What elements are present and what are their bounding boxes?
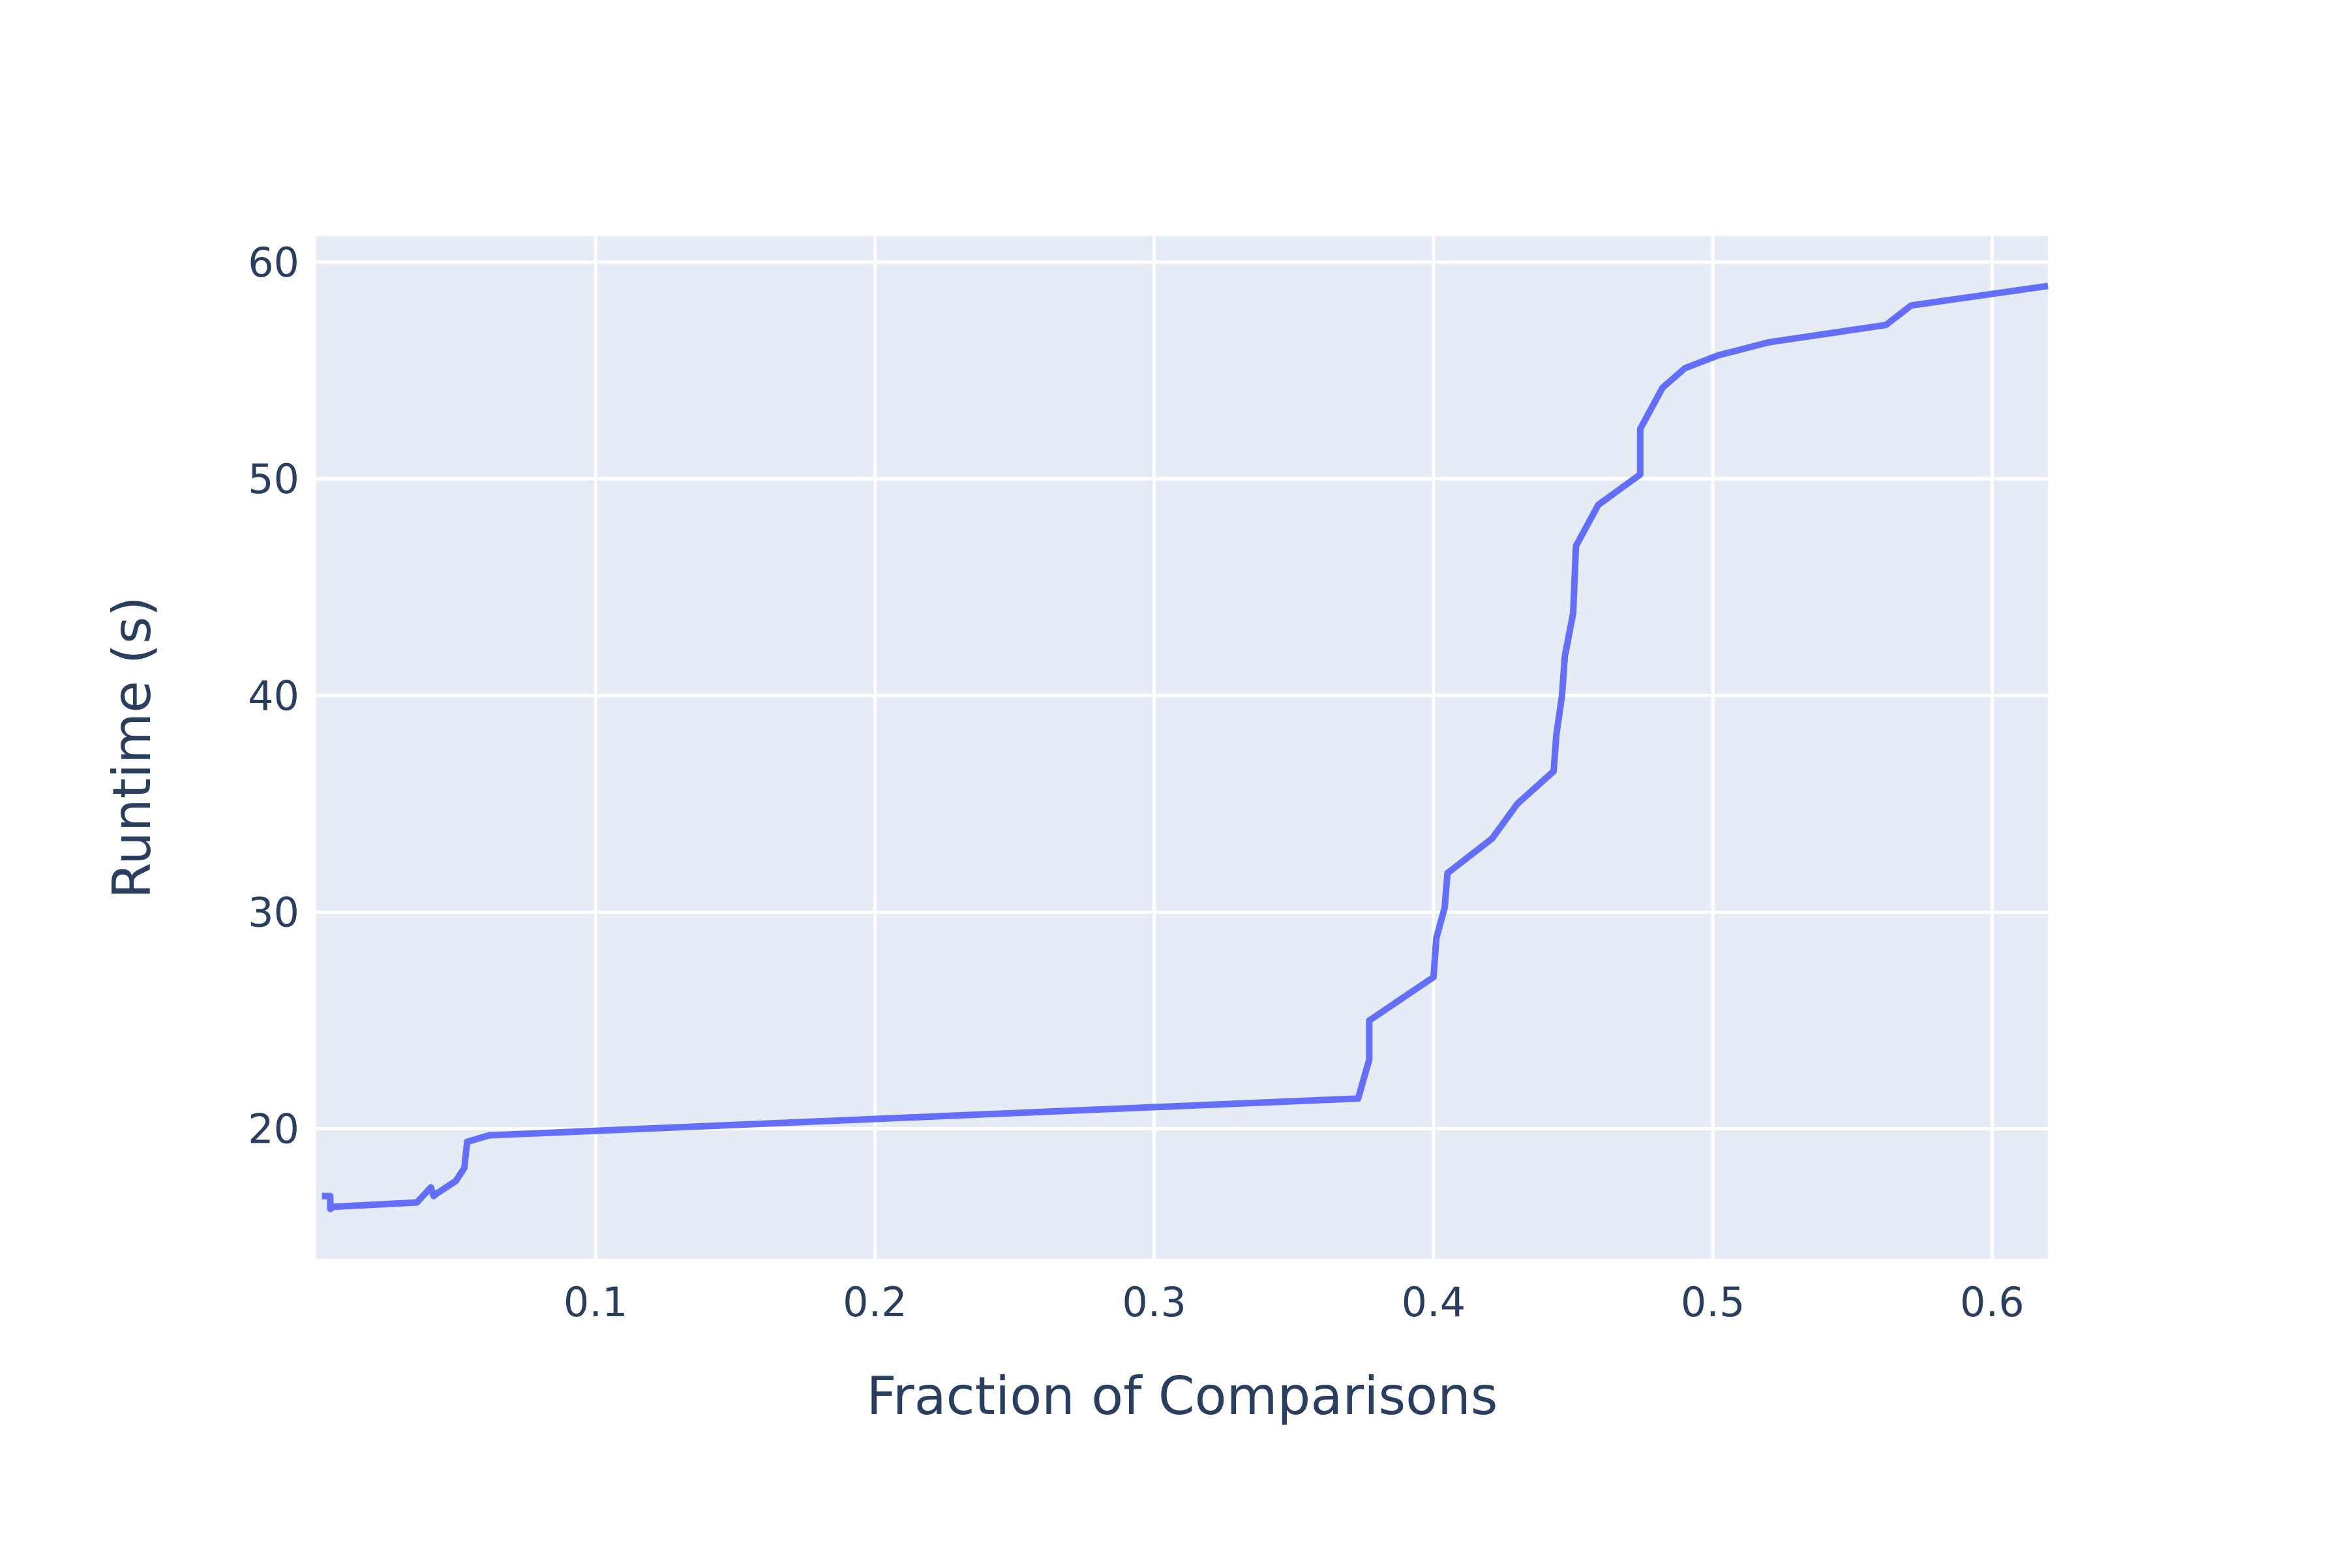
x-tick-label: 0.1 (564, 1278, 628, 1326)
y-tick-labels: 20 30 40 50 60 (248, 239, 299, 1153)
x-tick-label: 0.2 (843, 1278, 907, 1326)
y-tick-label: 60 (248, 239, 299, 286)
x-tick-label: 0.6 (1960, 1278, 2024, 1326)
x-gridlines (594, 236, 1994, 1259)
x-tick-label: 0.4 (1402, 1278, 1466, 1326)
series-layer (322, 282, 2049, 1213)
series-line (322, 282, 2049, 1213)
y-tick-label: 50 (248, 455, 299, 503)
y-tick-label: 40 (248, 672, 299, 719)
y-axis-title: Runtime (s) (102, 596, 162, 899)
x-axis-title: Fraction of Comparisons (867, 1366, 1498, 1426)
plot-area (316, 236, 2048, 1259)
y-gridlines (316, 260, 2048, 1131)
y-tick-label: 20 (248, 1106, 299, 1153)
y-tick-label: 30 (248, 888, 299, 936)
x-tick-label: 0.5 (1681, 1278, 1745, 1326)
x-tick-label: 0.3 (1122, 1278, 1186, 1326)
x-tick-labels: 0.1 0.2 0.3 0.4 0.5 0.6 (564, 1278, 2024, 1326)
